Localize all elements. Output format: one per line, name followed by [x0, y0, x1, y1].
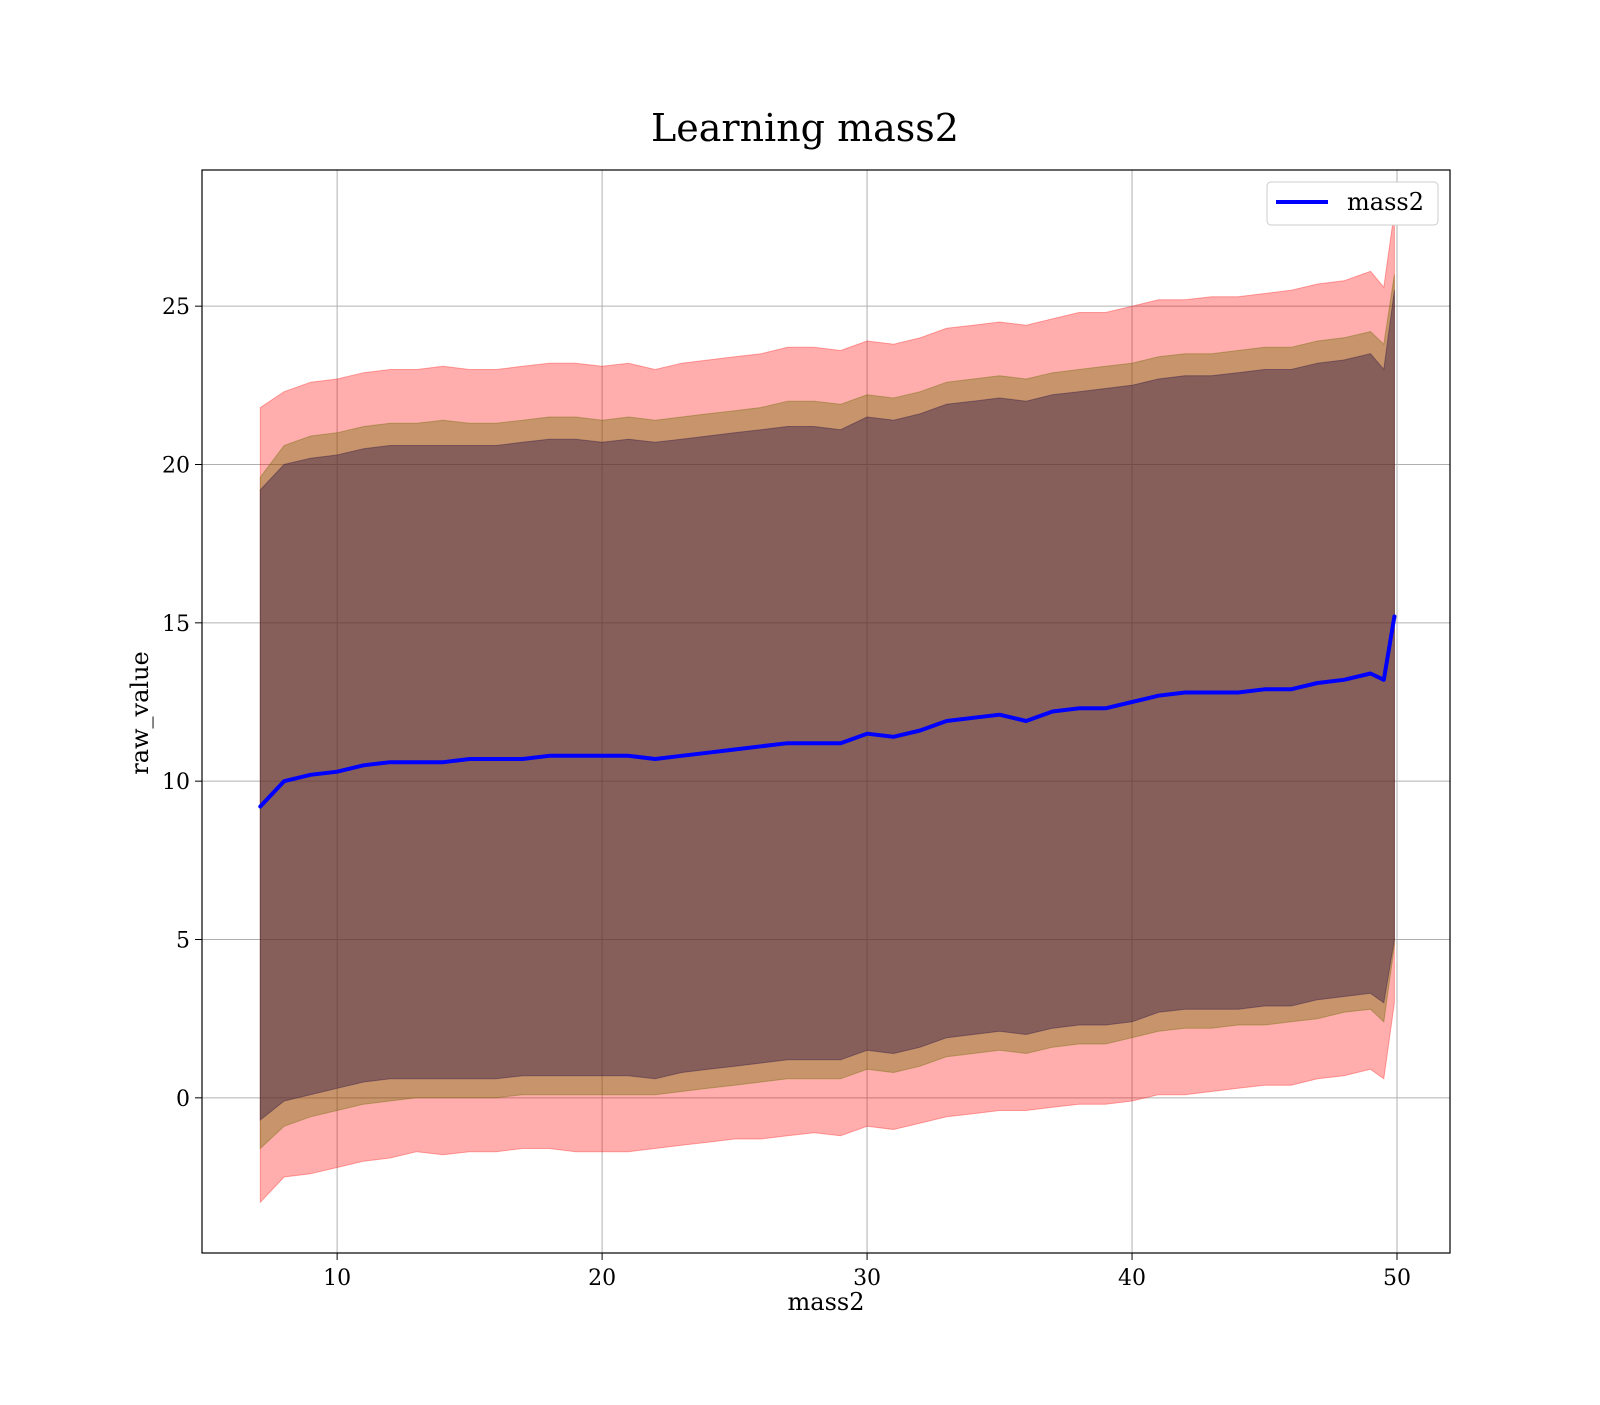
y-tick-label: 15: [162, 612, 190, 637]
x-tick-label: 10: [323, 1266, 351, 1291]
x-axis-label: mass2: [788, 1288, 865, 1316]
band-outer: [259, 211, 1395, 1204]
y-tick-label: 20: [162, 454, 190, 479]
plot-background: [202, 170, 1450, 1253]
plot-frame: [201, 169, 1451, 1254]
y-axis-label: raw_value: [126, 651, 154, 775]
x-tick-label: 30: [853, 1266, 881, 1291]
legend: mass2: [1266, 181, 1439, 226]
x-tick-label: 40: [1118, 1266, 1146, 1291]
x-axis-ticks: 10 20 30 40 50: [323, 1253, 1411, 1291]
y-tick-label: 10: [162, 770, 190, 795]
series-lines: [258, 614, 1397, 809]
chart-title: Learning mass2: [651, 106, 959, 150]
confidence-bands: [259, 211, 1395, 1204]
y-tick-label: 25: [162, 295, 190, 320]
band-middle: [259, 274, 1395, 1150]
y-tick-label: 0: [176, 1087, 190, 1112]
band-inner: [259, 290, 1395, 1122]
legend-label-mass2: mass2: [1347, 188, 1424, 216]
legend-box: [1266, 181, 1439, 226]
plot-area: [201, 169, 1451, 1254]
y-axis-ticks: 0 5 10 15 20 25: [162, 295, 202, 1112]
y-tick-label: 5: [176, 929, 190, 954]
series-line-mass2: [258, 614, 1397, 809]
x-tick-label: 20: [588, 1266, 616, 1291]
x-tick-label: 50: [1383, 1266, 1411, 1291]
grid-lines: [202, 170, 1450, 1253]
